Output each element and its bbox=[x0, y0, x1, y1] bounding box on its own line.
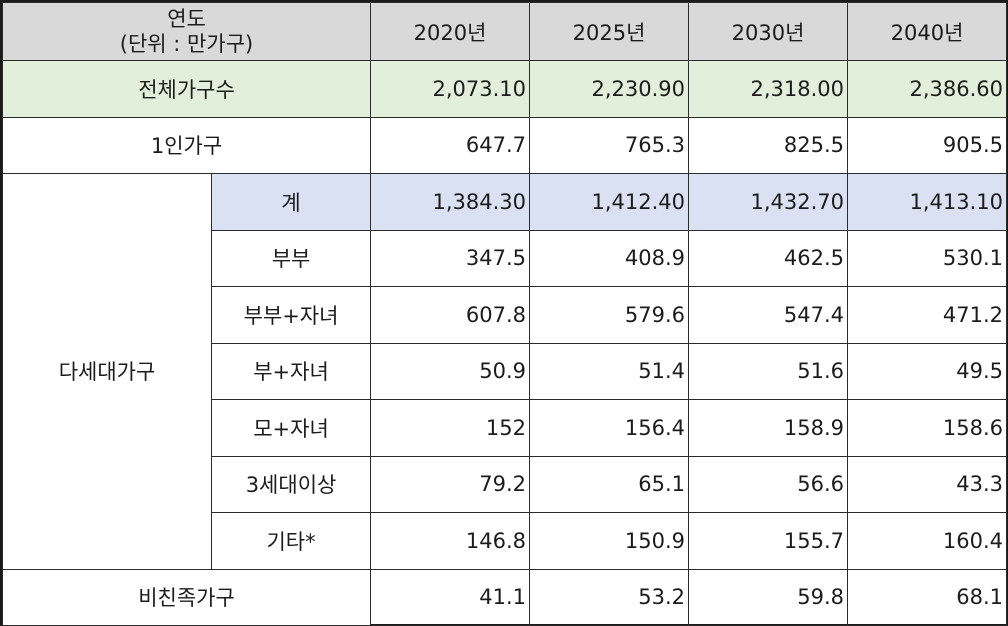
row-label-father-children: 부+자녀 bbox=[210, 342, 372, 400]
header-corner-cell: 연도 (단위 : 만가구) bbox=[1, 2, 372, 61]
header-year-2040: 2040년 bbox=[847, 2, 1008, 61]
row-label-multi-subtotal: 계 bbox=[210, 173, 372, 231]
header-year-2020: 2020년 bbox=[370, 2, 531, 61]
cell-single-2030: 825.5 bbox=[688, 116, 849, 174]
cell-other-2020: 146.8 bbox=[370, 512, 531, 570]
cell-couple-2025: 408.9 bbox=[529, 229, 690, 287]
header-unit-label: (단위 : 만가구) bbox=[119, 31, 254, 56]
row-label-couple-children: 부부+자녀 bbox=[210, 286, 372, 344]
cell-couple-children-2020: 607.8 bbox=[370, 286, 531, 344]
row-label-mother-children: 모+자녀 bbox=[210, 399, 372, 457]
table-row-three-generation: 3세대이상 79.2 65.1 56.6 43.3 bbox=[3, 455, 1008, 513]
row-label-couple: 부부 bbox=[210, 229, 372, 287]
row-label-single-person: 1인가구 bbox=[1, 116, 372, 174]
cell-non-family-2020: 41.1 bbox=[370, 568, 531, 626]
row-label-non-family: 비친족가구 bbox=[1, 568, 372, 626]
row-label-total-households: 전체가구수 bbox=[1, 60, 372, 118]
cell-couple-2040: 530.1 bbox=[847, 229, 1008, 287]
cell-three-generation-2030: 56.6 bbox=[688, 455, 849, 513]
cell-father-children-2030: 51.6 bbox=[688, 342, 849, 400]
cell-total-2020: 2,073.10 bbox=[370, 60, 531, 118]
row-group-label-multi-person: 다세대가구 bbox=[2, 173, 212, 570]
cell-other-2025: 150.9 bbox=[529, 512, 690, 570]
table-row-multi-subtotal: 다세대가구 계 1,384.30 1,412.40 1,432.70 1,413… bbox=[2, 173, 1008, 570]
cell-couple-children-2030: 547.4 bbox=[688, 286, 849, 344]
cell-three-generation-2020: 79.2 bbox=[370, 455, 531, 513]
table-row-other: 기타* 146.8 150.9 155.7 160.4 bbox=[3, 512, 1008, 570]
cell-single-2020: 647.7 bbox=[370, 116, 531, 174]
cell-total-2030: 2,318.00 bbox=[688, 60, 849, 118]
cell-total-2040: 2,386.60 bbox=[847, 60, 1008, 118]
cell-mother-children-2020: 152 bbox=[370, 399, 531, 457]
cell-other-2040: 160.4 bbox=[847, 512, 1008, 570]
cell-mother-children-2040: 158.6 bbox=[847, 399, 1008, 457]
cell-mother-children-2030: 158.9 bbox=[688, 399, 849, 457]
table-row-total-households: 전체가구수 2,073.10 2,230.90 2,318.00 2,386.6… bbox=[1, 60, 1008, 118]
header-year-2025: 2025년 bbox=[529, 2, 690, 61]
cell-multi-subtotal-2030: 1,432.70 bbox=[688, 173, 849, 231]
cell-father-children-2025: 51.4 bbox=[529, 342, 690, 400]
cell-father-children-2020: 50.9 bbox=[370, 342, 531, 400]
table-row-single-person: 1인가구 647.7 765.3 825.5 905.5 bbox=[1, 116, 1008, 174]
header-year-2030: 2030년 bbox=[688, 2, 849, 61]
table-row-father-children: 부+자녀 50.9 51.4 51.6 49.5 bbox=[3, 342, 1008, 400]
row-label-three-generation: 3세대이상 bbox=[210, 455, 372, 513]
cell-mother-children-2025: 156.4 bbox=[529, 399, 690, 457]
cell-single-2025: 765.3 bbox=[529, 116, 690, 174]
table-row-mother-children: 모+자녀 152 156.4 158.9 158.6 bbox=[3, 399, 1008, 457]
cell-couple-2030: 462.5 bbox=[688, 229, 849, 287]
cell-father-children-2040: 49.5 bbox=[847, 342, 1008, 400]
cell-single-2040: 905.5 bbox=[847, 116, 1008, 174]
cell-multi-subtotal-2020: 1,384.30 bbox=[370, 173, 531, 231]
cell-total-2025: 2,230.90 bbox=[529, 60, 690, 118]
cell-three-generation-2040: 43.3 bbox=[847, 455, 1008, 513]
cell-couple-2020: 347.5 bbox=[370, 229, 531, 287]
cell-non-family-2040: 68.1 bbox=[847, 568, 1008, 626]
header-row: 연도 (단위 : 만가구) 2020년 2025년 2030년 2040년 bbox=[1, 2, 1008, 61]
header-year-label: 연도 bbox=[167, 6, 206, 31]
cell-multi-subtotal-2025: 1,412.40 bbox=[529, 173, 690, 231]
cell-other-2030: 155.7 bbox=[688, 512, 849, 570]
cell-non-family-2025: 53.2 bbox=[529, 568, 690, 626]
cell-three-generation-2025: 65.1 bbox=[529, 455, 690, 513]
cell-non-family-2030: 59.8 bbox=[688, 568, 849, 626]
table-row-non-family: 비친족가구 41.1 53.2 59.8 68.1 bbox=[1, 568, 1008, 626]
cell-couple-children-2025: 579.6 bbox=[529, 286, 690, 344]
cell-couple-children-2040: 471.2 bbox=[847, 286, 1008, 344]
table-row-couple-children: 부부+자녀 607.8 579.6 547.4 471.2 bbox=[3, 286, 1008, 344]
row-label-other: 기타* bbox=[210, 512, 372, 570]
cell-multi-subtotal-2040: 1,413.10 bbox=[847, 173, 1008, 231]
